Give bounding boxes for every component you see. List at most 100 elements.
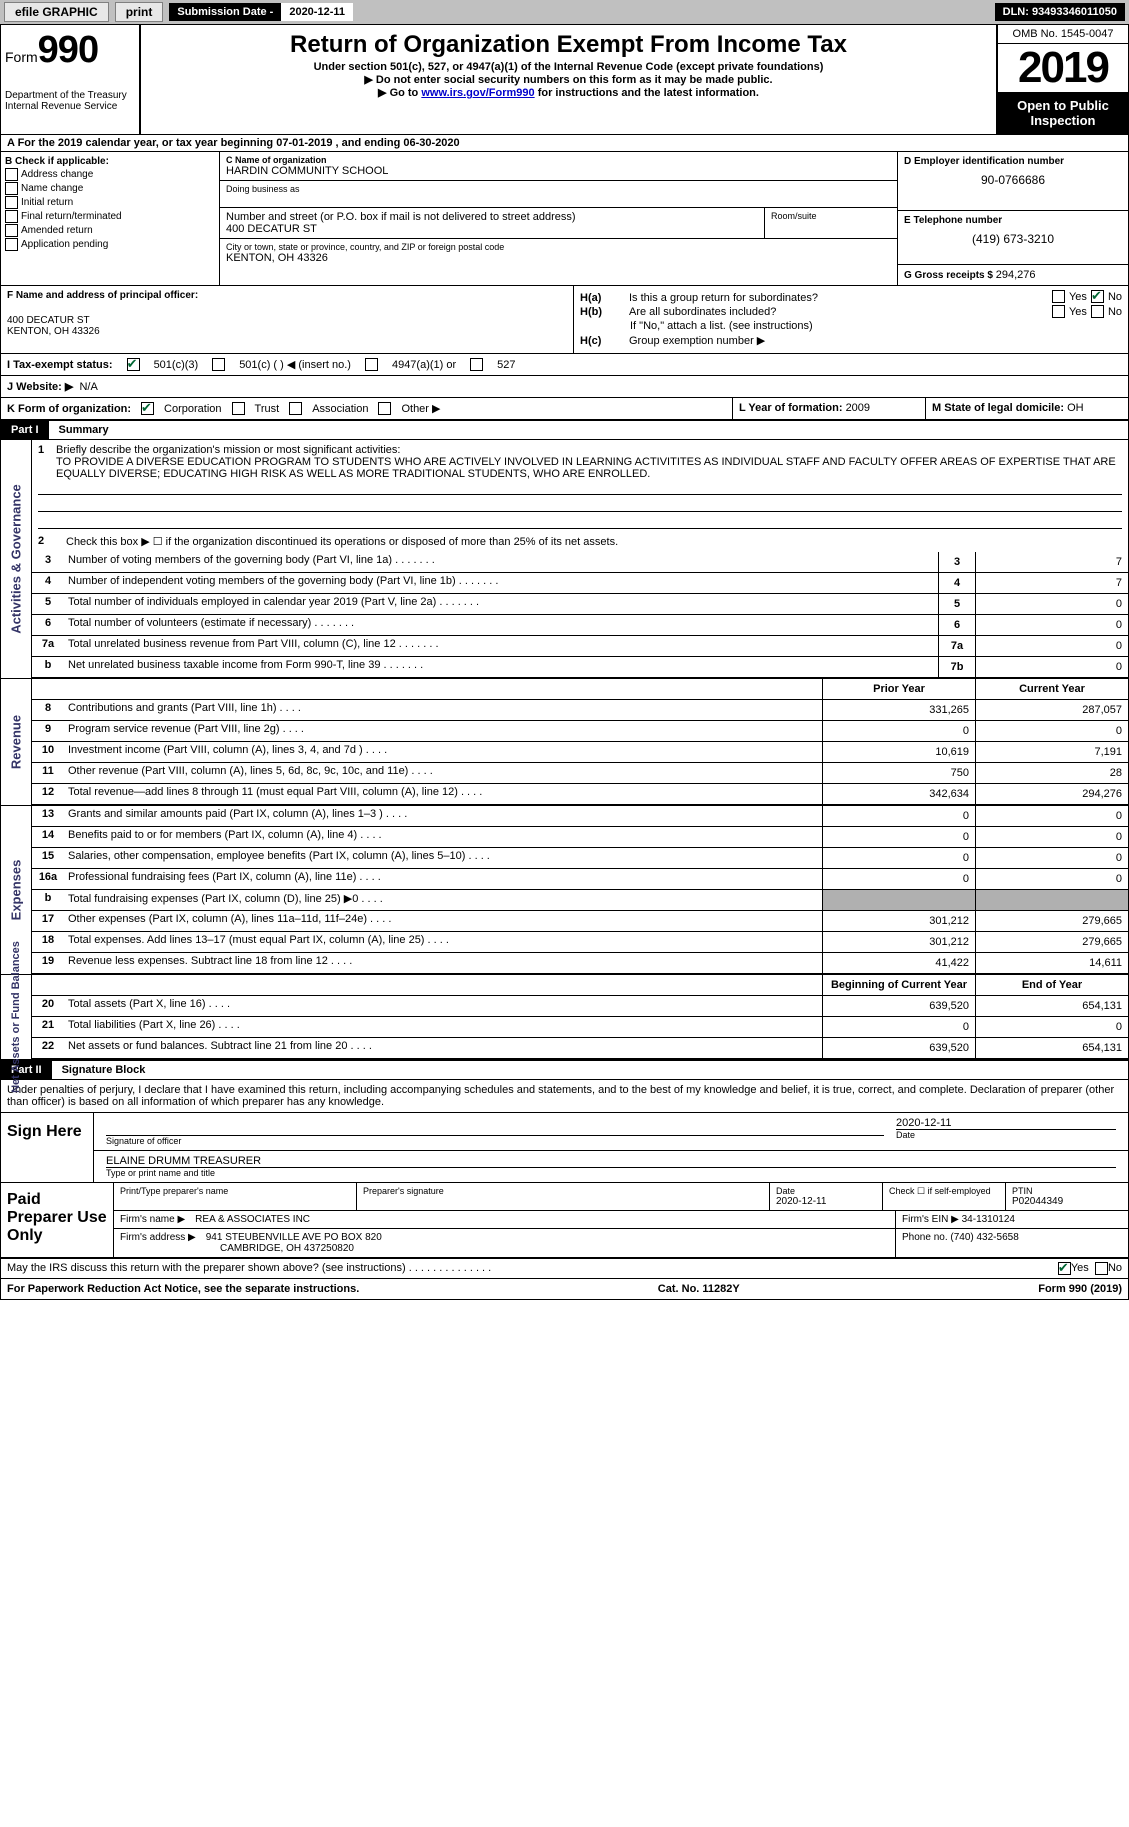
current-value: [975, 890, 1128, 910]
net-assets-section: Net Assets or Fund Balances Beginning of…: [1, 975, 1128, 1061]
hb-note: If "No," attach a list. (see instruction…: [580, 320, 1122, 332]
line-desc: Number of independent voting members of …: [64, 573, 938, 593]
governance-row: 3Number of voting members of the governi…: [32, 552, 1128, 573]
501c-checkbox[interactable]: [212, 358, 225, 371]
form-title: Return of Organization Exempt From Incom…: [149, 31, 988, 59]
check-name-change[interactable]: Name change: [5, 182, 215, 195]
line-desc: Revenue less expenses. Subtract line 18 …: [64, 953, 822, 973]
submission-date-value: 2020-12-11: [281, 3, 353, 21]
line-value: 0: [975, 615, 1128, 635]
efile-button[interactable]: efile GRAPHIC: [4, 2, 109, 22]
hb-yes-checkbox[interactable]: [1052, 305, 1065, 318]
box-f: F Name and address of principal officer:…: [1, 286, 574, 353]
prior-value: 0: [822, 827, 975, 847]
current-value: 279,665: [975, 932, 1128, 952]
line-number: 20: [32, 996, 64, 1016]
data-row: 8Contributions and grants (Part VIII, li…: [32, 700, 1128, 721]
501c-label: 501(c) ( ) ◀ (insert no.): [239, 358, 351, 371]
governance-row: 6Total number of volunteers (estimate if…: [32, 615, 1128, 636]
check-application-pending[interactable]: Application pending: [5, 238, 215, 251]
form-prefix: Form: [5, 49, 38, 65]
check-initial-return[interactable]: Initial return: [5, 196, 215, 209]
501c3-checkbox[interactable]: [127, 358, 140, 371]
side-tab-net-assets: Net Assets or Fund Balances: [1, 975, 32, 1059]
mission-block: 1 Briefly describe the organization's mi…: [32, 440, 1128, 552]
data-row: 9Program service revenue (Part VIII, lin…: [32, 721, 1128, 742]
4947-checkbox[interactable]: [365, 358, 378, 371]
current-value: 14,611: [975, 953, 1128, 973]
side-tab-governance-label: Activities & Governance: [9, 484, 24, 634]
box-d-e-g: D Employer identification number 90-0766…: [898, 152, 1128, 285]
other-checkbox[interactable]: [378, 402, 391, 415]
yes-label: Yes: [1069, 291, 1087, 303]
part1-title: Summary: [49, 421, 119, 439]
print-button[interactable]: print: [115, 2, 164, 22]
discuss-yes-checkbox[interactable]: [1058, 1262, 1071, 1275]
part2-title: Signature Block: [52, 1061, 156, 1079]
prior-value: 331,265: [822, 700, 975, 720]
check-final-return[interactable]: Final return/terminated: [5, 210, 215, 223]
ha-yes-checkbox[interactable]: [1052, 290, 1065, 303]
form990-link[interactable]: www.irs.gov/Form990: [421, 87, 534, 99]
officer-addr2: KENTON, OH 43326: [7, 326, 567, 337]
ha-no-checkbox[interactable]: [1091, 290, 1104, 303]
line-ref: 7a: [938, 636, 975, 656]
line-desc: Total number of individuals employed in …: [64, 594, 938, 614]
side-tab-net-assets-label: Net Assets or Fund Balances: [10, 941, 22, 1093]
section-f-h: F Name and address of principal officer:…: [1, 286, 1128, 354]
current-value: 279,665: [975, 911, 1128, 931]
trust-checkbox[interactable]: [232, 402, 245, 415]
form-subtitle-2: ▶ Do not enter social security numbers o…: [149, 73, 988, 86]
room-suite-label: Room/suite: [771, 211, 891, 221]
header-left: Form990 Department of the Treasury Inter…: [1, 25, 141, 134]
check-address-change[interactable]: Address change: [5, 168, 215, 181]
527-checkbox[interactable]: [470, 358, 483, 371]
assoc-label: Association: [312, 403, 368, 415]
prior-value: 41,422: [822, 953, 975, 973]
line2-text: Check this box ▶ ☐ if the organization d…: [66, 535, 618, 548]
street-address: 400 DECATUR ST: [226, 223, 758, 235]
check-amended-return[interactable]: Amended return: [5, 224, 215, 237]
firm-addr1: 941 STEUBENVILLE AVE PO BOX 820: [206, 1232, 382, 1243]
current-value: 654,131: [975, 996, 1128, 1016]
sign-here-label: Sign Here: [1, 1113, 93, 1182]
assoc-checkbox[interactable]: [289, 402, 302, 415]
header-right: OMB No. 1545-0047 2019 Open to Public In…: [996, 25, 1128, 134]
data-row: 18Total expenses. Add lines 13–17 (must …: [32, 932, 1128, 953]
corp-checkbox[interactable]: [141, 402, 154, 415]
line-desc: Other revenue (Part VIII, column (A), li…: [64, 763, 822, 783]
form-number: 990: [38, 29, 98, 71]
gross-receipts-label: G Gross receipts $: [904, 270, 996, 281]
line-ref: 6: [938, 615, 975, 635]
footer-left: For Paperwork Reduction Act Notice, see …: [7, 1283, 359, 1295]
current-value: 0: [975, 869, 1128, 889]
line-number: 17: [32, 911, 64, 931]
self-employed-check[interactable]: Check ☐ if self-employed: [889, 1186, 999, 1197]
preparer-date-label: Date: [776, 1186, 876, 1196]
governance-row: 4Number of independent voting members of…: [32, 573, 1128, 594]
data-row: 16aProfessional fundraising fees (Part I…: [32, 869, 1128, 890]
prior-value: 0: [822, 806, 975, 826]
line-number: 15: [32, 848, 64, 868]
discuss-no-checkbox[interactable]: [1095, 1262, 1108, 1275]
527-label: 527: [497, 359, 515, 371]
data-row: 15Salaries, other compensation, employee…: [32, 848, 1128, 869]
form-subtitle-3: ▶ Go to www.irs.gov/Form990 for instruct…: [149, 86, 988, 99]
line-desc: Other expenses (Part IX, column (A), lin…: [64, 911, 822, 931]
box-f-label: F Name and address of principal officer:: [7, 290, 198, 301]
line-number: 6: [32, 615, 64, 635]
line-desc: Number of voting members of the governin…: [64, 552, 938, 572]
prior-value: 342,634: [822, 784, 975, 804]
form-990-container: Form990 Department of the Treasury Inter…: [0, 24, 1129, 1300]
dept-label: Department of the Treasury Internal Reve…: [5, 90, 135, 112]
box-h: H(a) Is this a group return for subordin…: [574, 286, 1128, 353]
line1-label: Briefly describe the organization's miss…: [56, 444, 400, 456]
corp-label: Corporation: [164, 403, 221, 415]
hb-no-checkbox[interactable]: [1091, 305, 1104, 318]
tax-year: 2019: [998, 44, 1128, 92]
line-number: 9: [32, 721, 64, 741]
preparer-name-label: Print/Type preparer's name: [120, 1186, 350, 1196]
officer-name-label: Type or print name and title: [106, 1167, 1116, 1178]
data-row: 10Investment income (Part VIII, column (…: [32, 742, 1128, 763]
current-value: 28: [975, 763, 1128, 783]
